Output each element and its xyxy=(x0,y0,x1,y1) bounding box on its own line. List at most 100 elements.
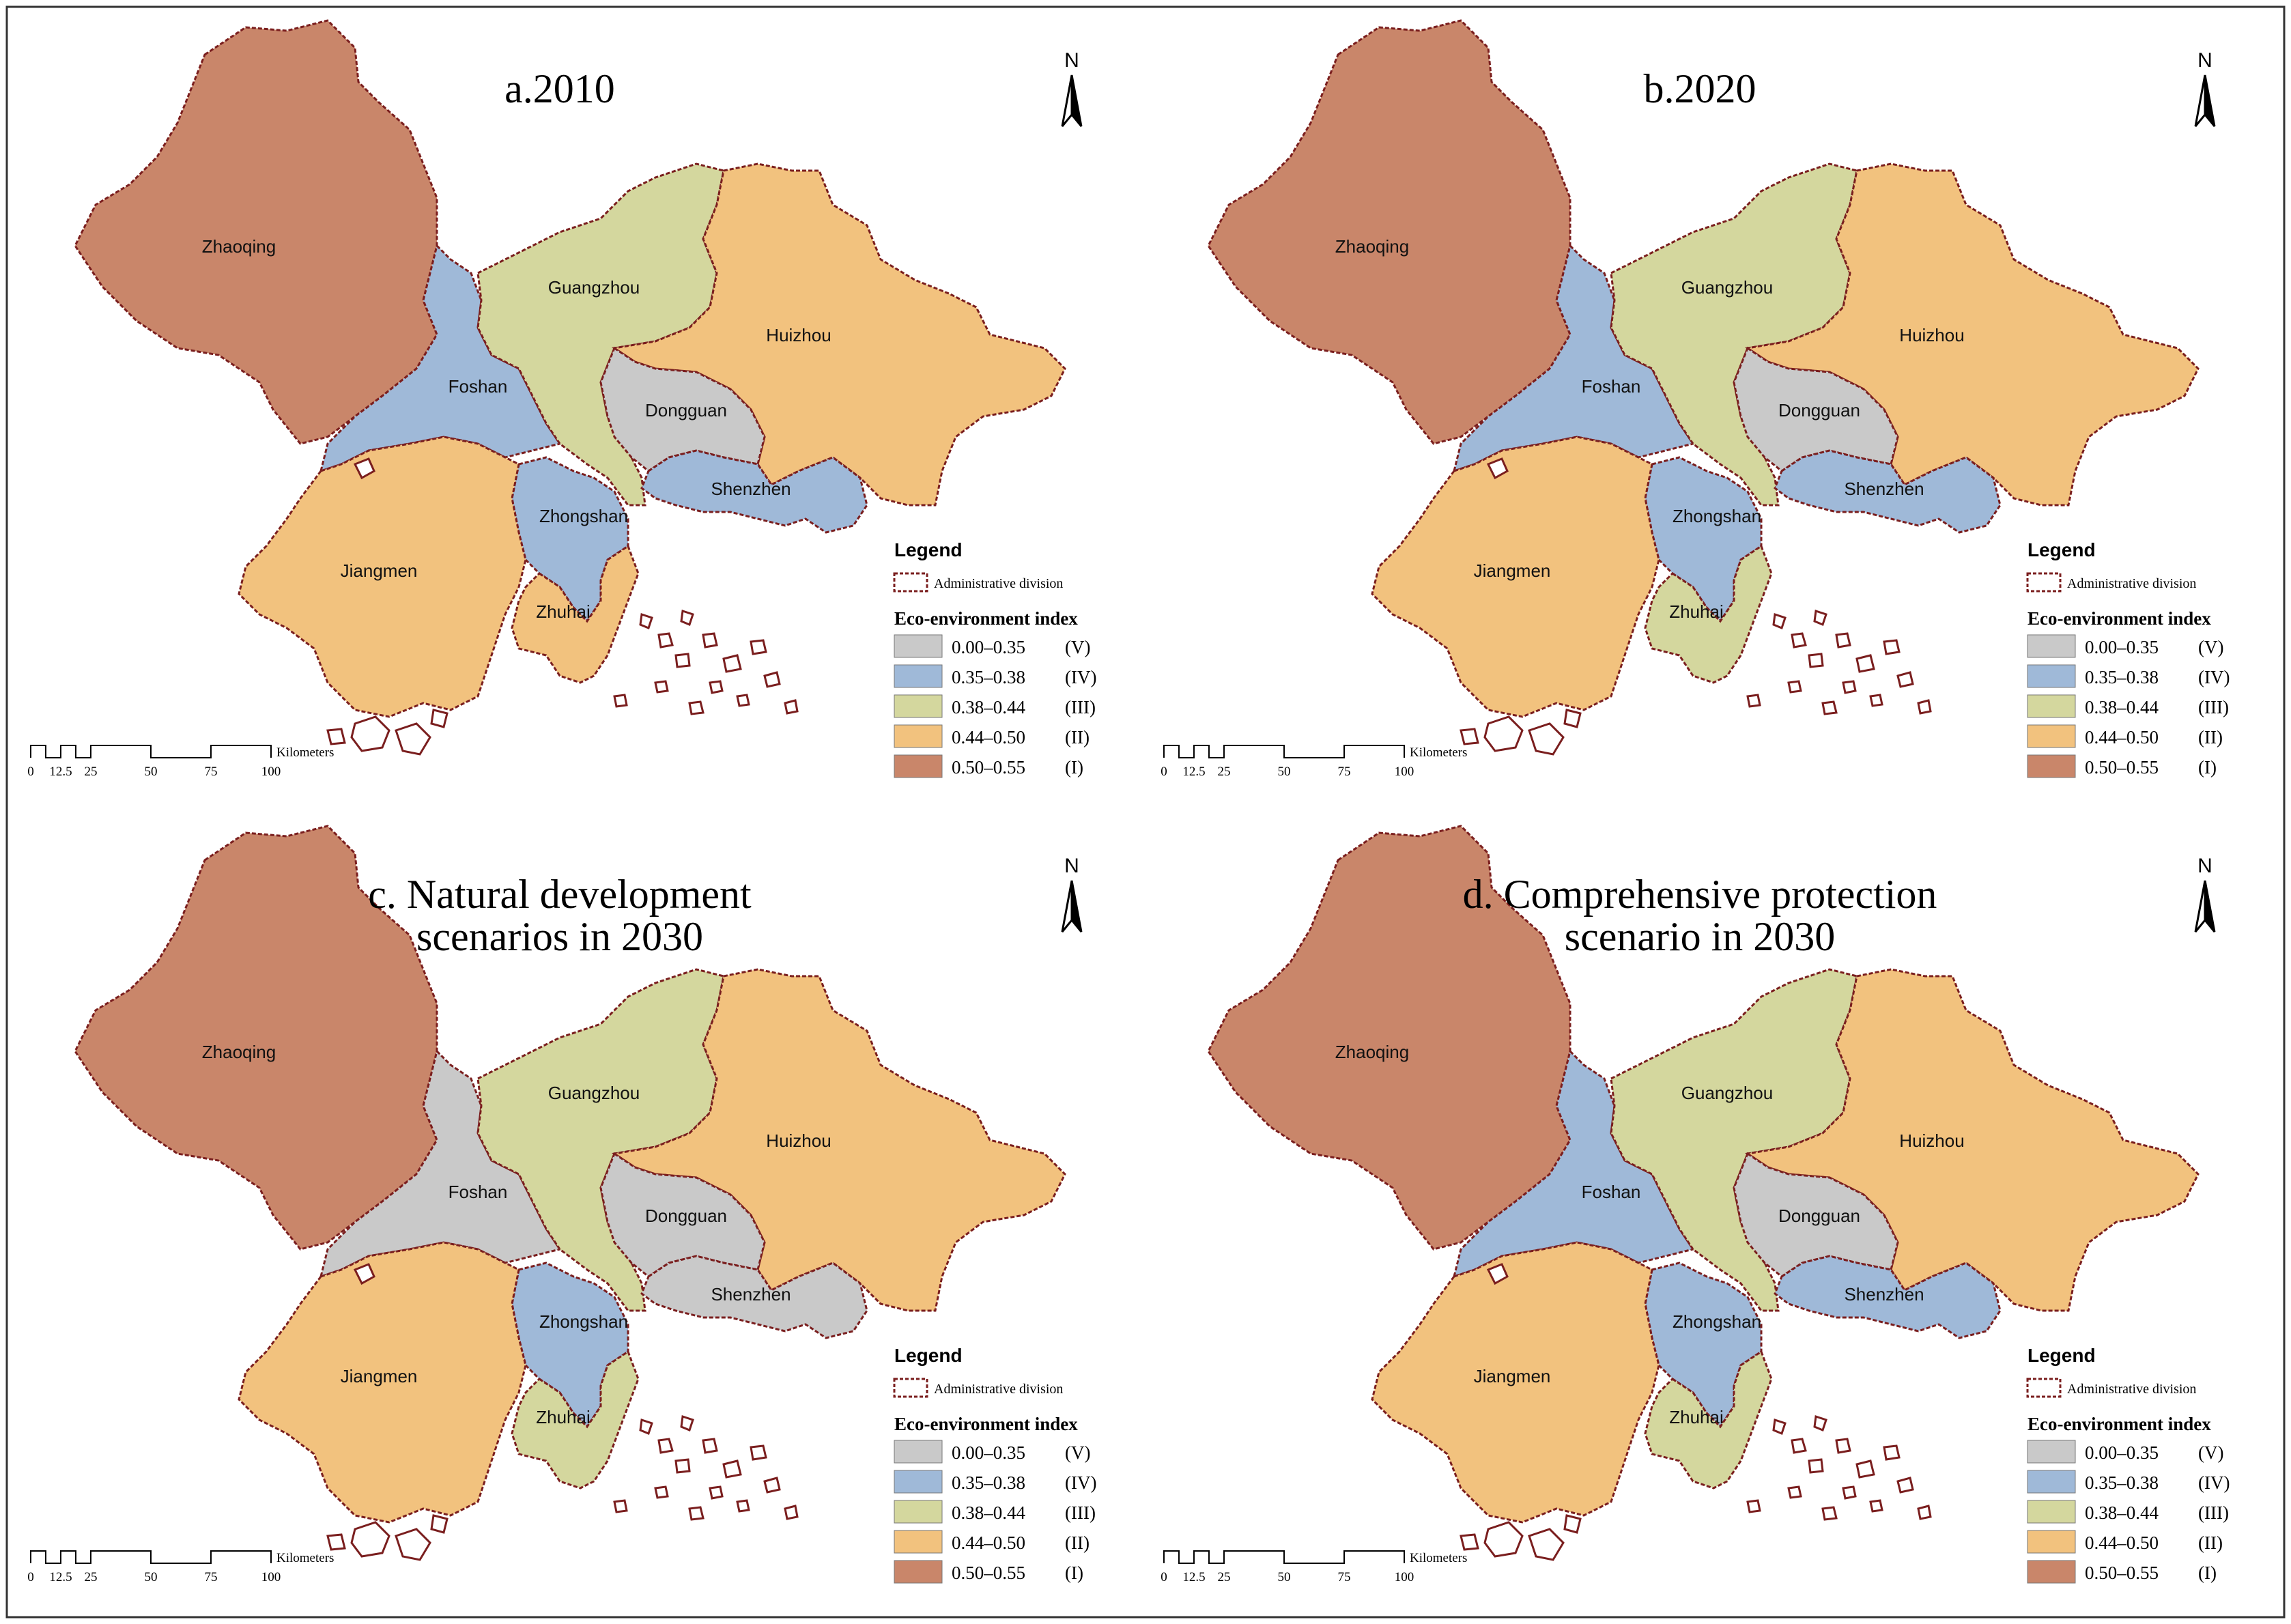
city-label-zhaoqing: Zhaoqing xyxy=(1335,236,1409,257)
island-outline xyxy=(674,653,691,668)
legend-range: 0.35–0.38 xyxy=(952,667,1025,687)
city-label-foshan: Foshan xyxy=(449,1182,508,1202)
island-outline xyxy=(763,671,781,688)
north-label: N xyxy=(1064,49,1079,72)
island-outline xyxy=(353,457,375,480)
scale-tick-label: 0 xyxy=(1161,1570,1167,1584)
scale-tick-label: 25 xyxy=(85,1570,98,1584)
city-label-foshan: Foshan xyxy=(1582,376,1641,397)
city-label-huizhou: Huizhou xyxy=(766,1130,831,1151)
city-label-huizhou: Huizhou xyxy=(766,325,831,345)
map-panel-d: Zhaoqing Foshan Guangzhou Huizhou Dongguan Sh… xyxy=(1161,825,2230,1584)
island-outline xyxy=(709,1485,724,1500)
legend-swatch-2 xyxy=(2027,694,2076,718)
city-region-zhuhai xyxy=(511,1350,640,1490)
city-region-zhuhai xyxy=(511,544,640,684)
legend-grade: (III) xyxy=(2198,1502,2229,1523)
island-outline xyxy=(680,1415,694,1432)
city-label-zhongshan: Zhongshan xyxy=(1673,506,1761,526)
city-label-jiangmen: Jiangmen xyxy=(341,560,418,581)
city-region-shenzhen xyxy=(1774,1255,2002,1339)
admin-division-label: Administrative division xyxy=(2067,1382,2196,1397)
index-title: Eco-environment index xyxy=(2027,1414,2211,1434)
legend-range: 0.44–0.50 xyxy=(952,727,1025,747)
island-outline xyxy=(1896,1477,1914,1494)
island-outline xyxy=(1821,1506,1838,1521)
city-region-jiangmen xyxy=(1371,436,1660,718)
legend-range: 0.35–0.38 xyxy=(2085,667,2159,687)
north-arrow-icon: N xyxy=(2194,855,2216,932)
island-outline xyxy=(1917,699,1932,715)
legend-swatch-0 xyxy=(2027,634,2076,658)
city-label-zhuhai: Zhuhai xyxy=(1669,1407,1724,1427)
city-region-huizhou xyxy=(1745,162,2200,507)
admin-division-swatch xyxy=(2026,1378,2062,1398)
admin-division-label: Administrative division xyxy=(2067,576,2196,591)
island-outline xyxy=(1563,709,1582,728)
scale-unit: Kilometers xyxy=(276,745,334,760)
island-outline xyxy=(750,639,767,655)
legend-range: 0.35–0.38 xyxy=(2085,1472,2159,1493)
island-outline xyxy=(1787,680,1802,694)
island-outline xyxy=(1842,1485,1857,1500)
scale-tick-label: 75 xyxy=(1338,1570,1351,1584)
legend-grade: (III) xyxy=(2198,697,2229,717)
legend-swatch-2 xyxy=(2027,1500,2076,1524)
scale-tick-label: 25 xyxy=(1218,765,1231,779)
legend-grade: (IV) xyxy=(1065,667,1096,687)
island-outline xyxy=(1563,1514,1582,1534)
island-outline xyxy=(657,632,674,649)
city-region-huizhou xyxy=(1745,968,2200,1312)
legend-range: 0.00–0.35 xyxy=(952,637,1025,657)
legend-grade: (II) xyxy=(2198,1533,2223,1553)
island-outline xyxy=(688,1506,705,1521)
legend-grade: (V) xyxy=(1065,1442,1090,1463)
city-region-huizhou xyxy=(612,968,1066,1312)
island-outline xyxy=(1855,654,1875,673)
island-outline xyxy=(763,1477,781,1494)
island-outline xyxy=(722,654,742,673)
city-label-shenzhen: Shenzhen xyxy=(711,1284,791,1305)
scale-tick-label: 75 xyxy=(205,1570,218,1584)
map-panel-c: Zhaoqing Foshan Guangzhou Huizhou Dongguan Sh… xyxy=(27,825,1096,1584)
city-label-dongguan: Dongguan xyxy=(645,1206,727,1226)
legend-swatch-4 xyxy=(2027,1560,2076,1584)
island-outline xyxy=(1883,1444,1901,1461)
island-outline xyxy=(654,1485,669,1499)
city-region-shenzhen xyxy=(1774,449,2002,534)
island-outline xyxy=(1835,632,1851,649)
city-region-shenzhen xyxy=(640,1255,868,1339)
island-outline xyxy=(430,1514,449,1534)
city-label-zhaoqing: Zhaoqing xyxy=(202,236,276,257)
legend-range: 0.44–0.50 xyxy=(2085,1533,2159,1553)
panel-title: c. Natural development xyxy=(368,872,752,917)
city-region-huizhou xyxy=(612,162,1066,507)
scale-tick-label: 25 xyxy=(85,765,98,779)
scale-tick-label: 12.5 xyxy=(49,1570,72,1584)
city-label-jiangmen: Jiangmen xyxy=(341,1366,418,1386)
legend-swatch-0 xyxy=(894,634,943,658)
island-outline xyxy=(784,699,799,715)
island-outline xyxy=(1869,694,1883,707)
city-label-dongguan: Dongguan xyxy=(645,400,727,421)
island-outline xyxy=(1528,1528,1565,1561)
city-region-zhaoqing xyxy=(1207,19,1571,445)
scale-bar: 0 12.5 25 50 75 100 Kilometers xyxy=(1161,1550,1467,1584)
city-label-foshan: Foshan xyxy=(1582,1182,1641,1202)
island-outline xyxy=(1813,610,1827,627)
legend-title: Legend xyxy=(894,539,963,560)
island-outline xyxy=(326,1533,346,1551)
city-label-shenzhen: Shenzhen xyxy=(1844,479,1924,499)
legend: Legend Administrative division Eco-environ… xyxy=(2026,539,2230,778)
city-label-zhongshan: Zhongshan xyxy=(1673,1311,1761,1332)
legend-grade: (I) xyxy=(1065,757,1083,778)
legend-range: 0.00–0.35 xyxy=(2085,1442,2159,1463)
island-outline xyxy=(1483,715,1524,752)
scale-unit: Kilometers xyxy=(1410,745,1467,760)
legend-range: 0.50–0.55 xyxy=(952,757,1025,778)
scale-bar: 0 12.5 25 50 75 100 Kilometers xyxy=(1161,745,1467,779)
island-outline xyxy=(709,680,724,694)
island-outline xyxy=(750,1444,767,1461)
city-region-shenzhen xyxy=(640,449,868,534)
panel-title: b.2020 xyxy=(1644,66,1756,111)
